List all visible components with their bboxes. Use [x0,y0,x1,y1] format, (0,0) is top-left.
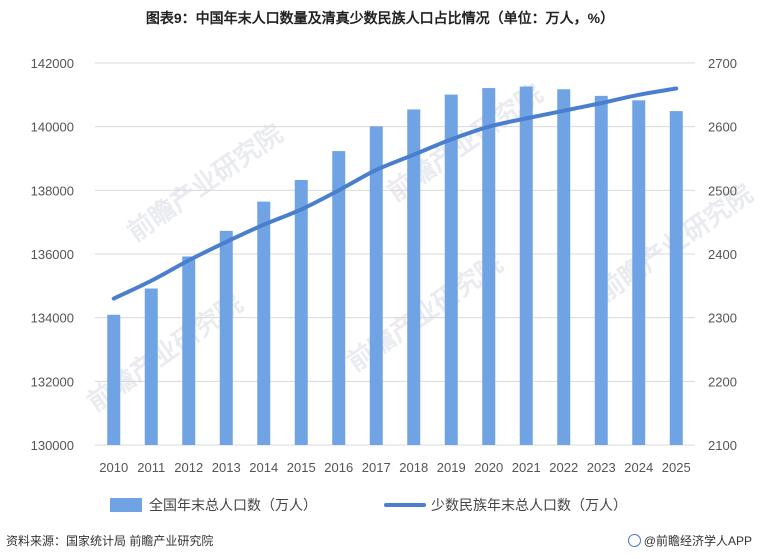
x-axis-tick-label: 2018 [399,460,428,475]
source-note: 资料来源：国家统计局 前瞻产业研究院 [6,534,214,548]
bar [632,100,646,446]
legend-bar-swatch [110,498,142,512]
bar [369,126,383,445]
left-axis-tick-label: 138000 [31,183,74,198]
right-axis-tick-label: 2300 [708,311,737,326]
left-axis-tick-label: 136000 [31,247,74,262]
x-axis-tick-label: 2025 [662,460,691,475]
x-axis-tick-label: 2024 [624,460,653,475]
right-axis-tick-label: 2200 [708,374,737,389]
legend: 全国年末总人口数（万人） 少数民族年末总人口数（万人） [110,497,627,513]
x-axis-tick-label: 2014 [249,460,278,475]
bar [407,109,421,446]
bar [257,201,271,445]
chart-title: 图表9：中国年末人口数量及清真少数民族人口占比情况（单位：万人，%） [145,10,615,26]
x-axis-tick-label: 2021 [512,460,541,475]
bar [332,151,346,445]
right-axis-tick-label: 2500 [708,183,737,198]
left-axis-tick-label: 132000 [31,374,74,389]
bar [482,88,496,446]
x-axis-tick-label: 2022 [549,460,578,475]
line-series [111,86,679,301]
brand-credit: @前瞻经济学人APP [627,532,752,549]
left-axis-tick-label: 134000 [31,311,74,326]
x-axis-tick-label: 2011 [137,460,165,475]
x-axis-tick-label: 2016 [324,460,353,475]
right-axis-tick-label: 2700 [708,56,737,71]
bar-series [107,86,683,446]
bar [557,89,571,445]
x-axis-ticks: 2010 2011 2012 2013 2014 2015 2016 2017 2018 2019… [99,460,690,475]
x-axis-tick-label: 2017 [362,460,391,475]
right-axis-ticks: 2100 2200 2300 2400 2500 2600 2700 [708,56,737,453]
x-axis-tick-label: 2015 [287,460,316,475]
bar [594,95,608,445]
bar [519,86,533,445]
right-axis-tick-label: 2600 [708,120,737,135]
left-axis-tick-label: 130000 [31,438,74,453]
x-axis-tick-label: 2010 [99,460,128,475]
series-line [111,86,679,301]
bar [444,94,458,445]
bar [182,256,196,445]
right-axis-tick-label: 2400 [708,247,737,262]
brand-logo-icon [627,534,641,547]
bar [144,288,158,445]
legend-bar-label: 全国年末总人口数（万人） [149,497,317,513]
legend-line-label: 少数民族年末总人口数（万人） [431,497,627,513]
brand-text: @前瞻经济学人APP [643,534,752,548]
bar [669,111,683,446]
x-axis-tick-label: 2019 [437,460,466,475]
left-axis-tick-label: 140000 [31,120,74,135]
x-axis-tick-label: 2012 [174,460,203,475]
bar [219,230,233,445]
left-axis-tick-label: 142000 [31,56,74,71]
x-axis-tick-label: 2023 [587,460,616,475]
x-axis-tick-label: 2020 [474,460,503,475]
bar [294,179,308,445]
bar [107,314,121,445]
left-axis-ticks: 130000 132000 134000 136000 138000 140000 1420… [31,56,74,453]
right-axis-tick-label: 2100 [708,438,737,453]
x-axis-tick-label: 2013 [212,460,241,475]
